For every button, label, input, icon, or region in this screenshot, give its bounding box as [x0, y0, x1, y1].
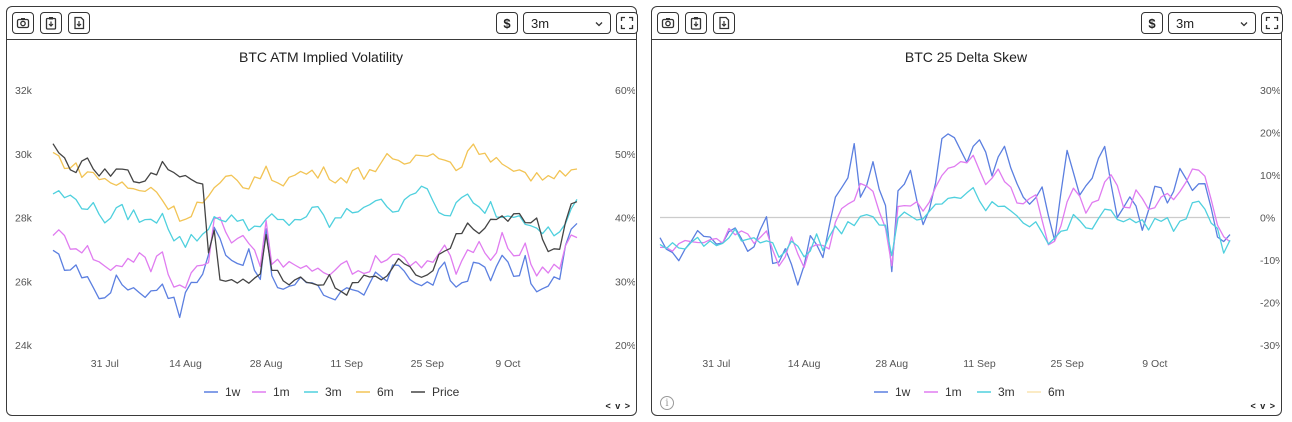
y-left-tick-label: 26k [15, 276, 33, 288]
x-tick-label: 31 Jul [702, 358, 730, 370]
chart-toolbar: $ 3m [7, 7, 638, 40]
legend-item[interactable]: 3m [325, 385, 342, 399]
y-right-tick-label: -30% [1260, 340, 1280, 352]
iv-chart-panel: $ 3m BTC ATM Implied Volatility 60% 50% 40%… [6, 6, 638, 416]
chevron-down-icon [1240, 22, 1248, 27]
x-tick-label: 25 Sep [1051, 358, 1084, 370]
file-download-icon [719, 16, 730, 30]
y-left-tick-label: 32k [15, 85, 33, 97]
series-line-6m [52, 143, 578, 222]
x-tick-label: 28 Aug [250, 358, 283, 370]
legend-item[interactable]: 1w [225, 385, 241, 399]
legend-item[interactable]: 6m [377, 385, 394, 399]
skew-chart-panel: $ 3m BTC 25 Delta Skew 30% 20% 10% 0% -10% -20… [651, 6, 1283, 416]
y-left-tick-label: 28k [15, 213, 33, 225]
range-select[interactable]: 3m [1168, 12, 1256, 34]
x-tick-label: 11 Sep [330, 358, 363, 370]
range-select[interactable]: 3m [523, 12, 611, 34]
screenshot-button[interactable] [657, 12, 679, 34]
file-download-icon [74, 16, 85, 30]
y-right-tick-label: 60% [615, 85, 635, 97]
chart-title: BTC 25 Delta Skew [905, 49, 1028, 65]
clipboard-icon [45, 17, 57, 30]
info-icon[interactable]: i [660, 396, 674, 410]
series-line-3m [659, 186, 1231, 258]
y-left-tick-label: 24k [15, 340, 33, 352]
download-button[interactable] [68, 12, 90, 34]
y-right-tick-label: 20% [1260, 128, 1280, 140]
x-tick-label: 31 Jul [91, 358, 119, 370]
y-right-tick-label: 20% [615, 340, 635, 352]
y-left-tick-label: 30k [15, 149, 33, 161]
series-line-3m [52, 185, 578, 248]
camera-icon [661, 18, 675, 29]
currency-button[interactable]: $ [1141, 12, 1163, 34]
legend-item[interactable]: 1w [895, 385, 911, 399]
expand-icon [1265, 16, 1279, 30]
clipboard-icon [690, 17, 702, 30]
y-right-tick-label: -20% [1260, 298, 1280, 310]
x-tick-label: 9 Oct [1142, 358, 1167, 370]
series-line-1m [659, 154, 1231, 269]
legend-item[interactable]: 1m [945, 385, 962, 399]
x-tick-label: 14 Aug [169, 358, 202, 370]
series-line-1w [52, 222, 578, 319]
skew-chart: BTC 25 Delta Skew 30% 20% 10% 0% -10% -20% -30%… [659, 49, 1280, 399]
y-right-tick-label: -10% [1260, 255, 1280, 267]
currency-button[interactable]: $ [496, 12, 518, 34]
y-right-tick-label: 10% [1260, 170, 1280, 182]
y-right-tick-label: 30% [615, 276, 635, 288]
fullscreen-button[interactable] [616, 12, 638, 34]
camera-icon [16, 18, 30, 29]
legend-item[interactable]: 6m [1048, 385, 1065, 399]
chart-title: BTC ATM Implied Volatility [239, 49, 403, 65]
x-tick-label: 9 Oct [495, 358, 520, 370]
legend-item[interactable]: 1m [273, 385, 290, 399]
fullscreen-button[interactable] [1261, 12, 1283, 34]
y-right-tick-label: 40% [615, 213, 635, 225]
chart-toolbar: $ 3m [652, 7, 1283, 40]
copy-button[interactable] [685, 12, 707, 34]
series-line-1m [52, 216, 578, 289]
y-right-tick-label: 30% [1260, 85, 1280, 97]
x-tick-label: 14 Aug [788, 358, 821, 370]
y-right-tick-label: 0% [1260, 213, 1275, 225]
chevron-down-icon [595, 22, 603, 27]
expand-icon [620, 16, 634, 30]
download-button[interactable] [713, 12, 735, 34]
series-line-price [52, 143, 578, 296]
copy-button[interactable] [40, 12, 62, 34]
x-tick-label: 28 Aug [875, 358, 908, 370]
range-select-value: 3m [531, 16, 550, 31]
x-tick-label: 11 Sep [963, 358, 996, 370]
screenshot-button[interactable] [12, 12, 34, 34]
iv-chart: BTC ATM Implied Volatility 60% 50% 40% 30% 20… [15, 49, 635, 399]
series-line-1w [659, 133, 1231, 286]
chart-nav-control[interactable]: < v > [605, 401, 631, 411]
legend-item[interactable]: 3m [998, 385, 1015, 399]
y-right-tick-label: 50% [615, 149, 635, 161]
chart-nav-control[interactable]: < v > [1250, 401, 1276, 411]
x-tick-label: 25 Sep [411, 358, 444, 370]
legend-item[interactable]: Price [432, 385, 460, 399]
range-select-value: 3m [1176, 16, 1195, 31]
